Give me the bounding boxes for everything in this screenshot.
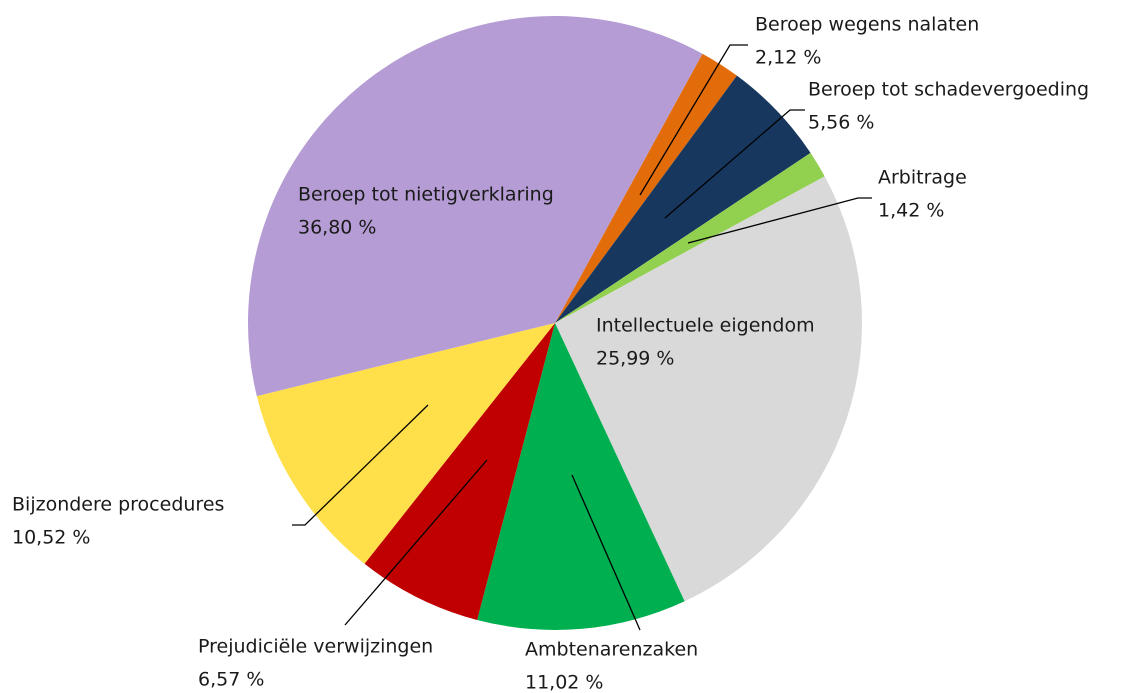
slice-label: Beroep wegens nalaten <box>755 14 979 36</box>
slice-label: Intellectuele eigendom <box>596 315 815 337</box>
pie-slice <box>555 53 737 324</box>
pie-slice <box>364 323 555 620</box>
slice-label: Bijzondere procedures <box>12 494 224 516</box>
pie-slice <box>248 16 703 397</box>
slice-value-label: 5,56 % <box>808 112 874 134</box>
leader-line <box>292 404 429 526</box>
slice-value-label: 36,80 % <box>298 217 377 239</box>
pie-slice <box>555 152 825 323</box>
leader-line <box>664 109 805 219</box>
pie-slice <box>477 323 685 630</box>
pie-slice <box>555 75 811 323</box>
slice-label: Ambtenarenzaken <box>525 639 698 661</box>
slice-value-label: 10,52 % <box>12 527 91 549</box>
slice-label: Beroep tot schadevergoeding <box>808 79 1089 101</box>
pie-slice <box>555 176 862 602</box>
leader-line <box>344 459 488 626</box>
leader-line <box>639 44 748 196</box>
slice-value-label: 2,12 % <box>755 47 821 69</box>
slice-label: Prejudiciële verwijzingen <box>198 636 433 658</box>
slice-value-label: 25,99 % <box>596 348 675 370</box>
leader-line <box>571 474 641 631</box>
slice-label: Arbitrage <box>878 167 967 189</box>
slice-value-label: 1,42 % <box>878 200 944 222</box>
slice-value-label: 6,57 % <box>198 669 264 691</box>
slice-value-label: 11,02 % <box>525 672 604 693</box>
leader-line <box>687 197 872 244</box>
pie-slice <box>256 323 555 564</box>
slice-label: Beroep tot nietigverklaring <box>298 184 554 206</box>
